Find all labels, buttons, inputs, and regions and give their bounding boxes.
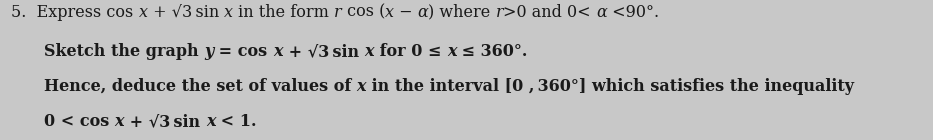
Text: x: x [206,113,216,130]
Text: = cos: = cos [214,43,273,60]
Text: 0 < cos: 0 < cos [44,113,115,130]
Text: + √3 sin: + √3 sin [283,43,365,60]
Text: + √3 sin: + √3 sin [147,4,224,21]
Text: + √3 sin: + √3 sin [124,113,206,130]
Text: cos (: cos ( [341,4,385,21]
Text: x: x [356,78,367,95]
Text: ≤ 360°.: ≤ 360°. [456,43,528,60]
Text: r: r [334,4,341,21]
Text: x: x [139,4,147,21]
Text: for 0 ≤: for 0 ≤ [374,43,447,60]
Text: x: x [447,43,456,60]
Text: < 1.: < 1. [216,113,257,130]
Text: <90°.: <90°. [606,4,659,21]
Text: >0 and 0<: >0 and 0< [503,4,596,21]
Text: α: α [418,4,428,21]
Text: in the form: in the form [233,4,334,21]
Text: 5.  Express cos: 5. Express cos [11,4,139,21]
Text: r: r [495,4,503,21]
Text: x: x [365,43,374,60]
Text: x: x [385,4,394,21]
Text: −: − [394,4,418,21]
Text: y: y [204,43,214,60]
Text: Hence, deduce the set of values of: Hence, deduce the set of values of [44,78,356,95]
Text: α: α [596,4,606,21]
Text: in the interval [0 , 360°] which satisfies the inequality: in the interval [0 , 360°] which satisfi… [367,78,855,95]
Text: x: x [115,113,124,130]
Text: x: x [273,43,283,60]
Text: Sketch the graph: Sketch the graph [44,43,204,60]
Text: x: x [224,4,233,21]
Text: ) where: ) where [428,4,495,21]
